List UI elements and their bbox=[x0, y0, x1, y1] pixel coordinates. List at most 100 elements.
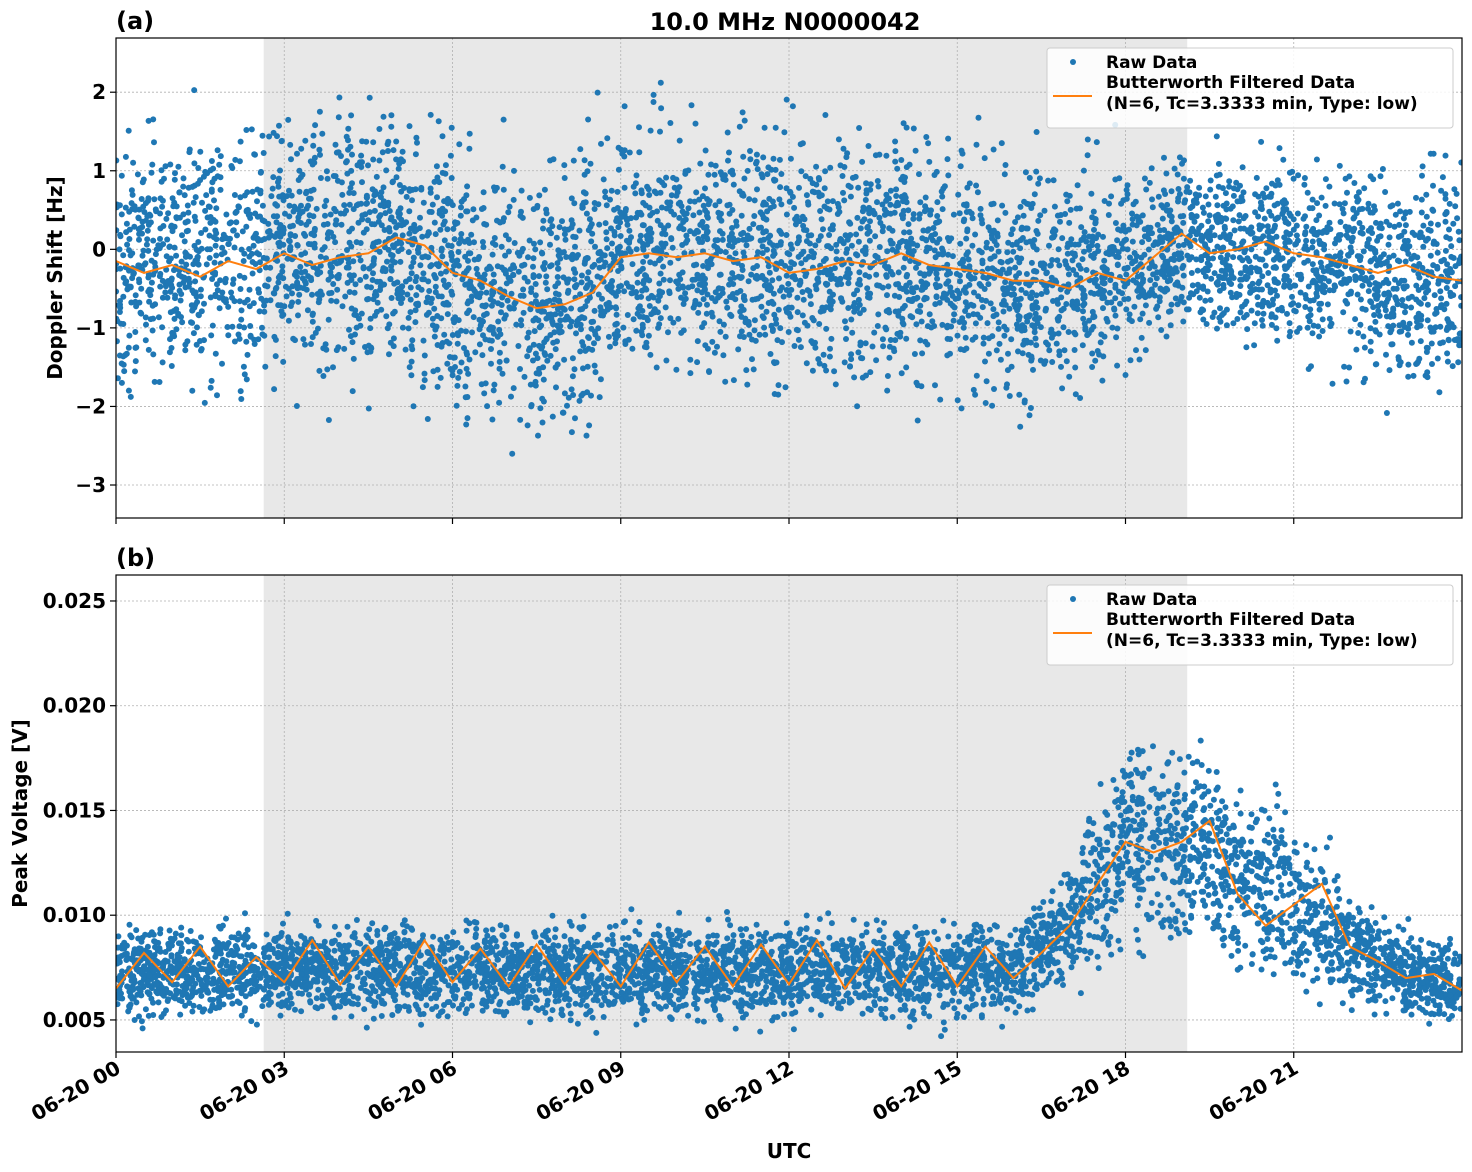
raw-data-point bbox=[1392, 276, 1398, 283]
raw-data-point bbox=[1171, 251, 1178, 258]
raw-data-point bbox=[521, 261, 528, 268]
raw-data-point bbox=[1373, 285, 1380, 292]
raw-data-point bbox=[116, 201, 120, 208]
raw-data-point bbox=[729, 167, 736, 174]
raw-data-point bbox=[1307, 312, 1314, 318]
raw-data-point bbox=[157, 225, 164, 232]
raw-data-point bbox=[394, 279, 401, 286]
raw-data-point bbox=[1202, 193, 1209, 200]
raw-data-point bbox=[554, 260, 561, 267]
raw-data-point bbox=[539, 395, 546, 402]
raw-data-point bbox=[581, 315, 588, 322]
raw-data-point bbox=[1141, 175, 1148, 182]
raw-data-point bbox=[1106, 289, 1113, 296]
raw-data-point bbox=[168, 275, 175, 282]
raw-data-point bbox=[622, 207, 629, 214]
raw-data-point bbox=[350, 258, 357, 265]
raw-data-point bbox=[264, 283, 271, 290]
raw-data-point bbox=[692, 120, 699, 127]
raw-data-point bbox=[1210, 255, 1216, 262]
raw-data-point bbox=[506, 203, 513, 210]
raw-data-point bbox=[1383, 299, 1390, 306]
raw-data-point bbox=[1383, 258, 1390, 265]
raw-data-point bbox=[275, 179, 281, 186]
raw-data-point bbox=[1056, 262, 1063, 269]
raw-data-point bbox=[368, 221, 375, 228]
raw-data-point bbox=[441, 198, 448, 205]
raw-data-point bbox=[1367, 338, 1374, 345]
raw-data-point bbox=[894, 199, 901, 206]
raw-data-point bbox=[578, 272, 585, 279]
raw-data-point bbox=[1396, 322, 1403, 329]
raw-data-point bbox=[777, 184, 784, 191]
raw-data-point bbox=[1260, 233, 1267, 240]
raw-data-point bbox=[1093, 235, 1099, 242]
raw-data-point bbox=[638, 328, 645, 335]
raw-data-point bbox=[267, 297, 274, 304]
raw-data-point bbox=[1158, 271, 1165, 277]
raw-data-point bbox=[708, 161, 715, 168]
raw-data-point bbox=[1229, 203, 1236, 210]
raw-data-point bbox=[1309, 196, 1316, 203]
raw-data-point bbox=[471, 239, 477, 246]
raw-data-point bbox=[1133, 347, 1139, 354]
raw-data-point bbox=[826, 232, 833, 238]
raw-data-point bbox=[526, 345, 533, 352]
raw-data-point bbox=[883, 191, 890, 198]
raw-data-point bbox=[579, 339, 586, 346]
raw-data-point bbox=[431, 272, 438, 278]
raw-data-point bbox=[359, 159, 365, 166]
raw-data-point bbox=[135, 214, 142, 221]
raw-data-point bbox=[994, 233, 1001, 240]
raw-data-point bbox=[1309, 330, 1316, 337]
raw-data-point bbox=[1297, 289, 1304, 296]
raw-data-point bbox=[1065, 240, 1072, 247]
raw-data-point bbox=[1152, 239, 1159, 246]
raw-data-point bbox=[997, 270, 1004, 277]
raw-data-point bbox=[644, 236, 651, 243]
raw-data-point bbox=[777, 325, 784, 332]
raw-data-point bbox=[602, 259, 609, 266]
raw-data-point bbox=[1155, 314, 1162, 321]
raw-data-point bbox=[351, 289, 358, 296]
raw-data-point bbox=[939, 251, 946, 258]
raw-data-point bbox=[212, 242, 219, 249]
raw-data-point bbox=[700, 296, 707, 303]
raw-data-point bbox=[1376, 312, 1383, 319]
raw-data-point bbox=[913, 379, 920, 386]
raw-data-point bbox=[608, 187, 615, 194]
raw-data-point bbox=[201, 399, 208, 406]
raw-data-point bbox=[295, 298, 302, 305]
raw-data-point bbox=[951, 304, 958, 311]
raw-data-point bbox=[1136, 356, 1143, 363]
raw-data-point bbox=[511, 240, 518, 246]
raw-data-point bbox=[433, 323, 440, 330]
raw-data-point bbox=[138, 285, 145, 292]
raw-data-point bbox=[702, 280, 708, 287]
raw-data-point bbox=[333, 347, 340, 354]
raw-data-point bbox=[808, 338, 815, 345]
raw-data-point bbox=[304, 307, 311, 314]
raw-data-point bbox=[406, 364, 413, 371]
raw-data-point bbox=[517, 292, 524, 299]
raw-data-point bbox=[1259, 273, 1266, 280]
raw-data-point bbox=[495, 318, 502, 325]
raw-data-point bbox=[408, 343, 415, 349]
raw-data-point bbox=[1066, 192, 1073, 199]
raw-data-point bbox=[1367, 348, 1374, 355]
raw-data-point bbox=[691, 262, 697, 269]
raw-data-point bbox=[1026, 412, 1033, 419]
raw-data-point bbox=[559, 218, 565, 225]
raw-data-point bbox=[1236, 254, 1243, 261]
raw-data-point bbox=[448, 124, 455, 131]
raw-data-point bbox=[410, 259, 417, 266]
raw-data-point bbox=[1254, 268, 1261, 275]
raw-data-point bbox=[673, 176, 680, 183]
raw-data-point bbox=[1194, 267, 1201, 274]
raw-data-point bbox=[570, 233, 577, 240]
raw-data-point bbox=[1414, 360, 1421, 367]
raw-data-point bbox=[644, 241, 651, 248]
raw-data-point bbox=[1415, 287, 1422, 293]
raw-data-point bbox=[1293, 232, 1300, 239]
raw-data-point bbox=[760, 154, 767, 161]
